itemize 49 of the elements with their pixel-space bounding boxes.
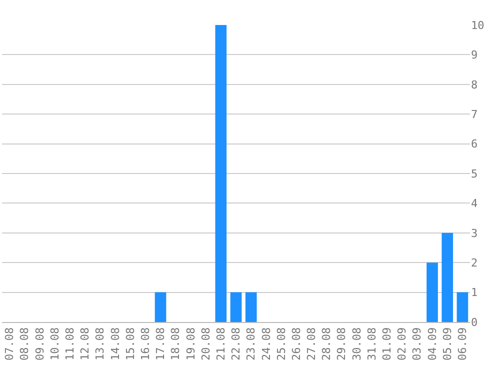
- x-tick-label: 11.08: [64, 327, 77, 361]
- x-tick-label: 27.08: [305, 327, 318, 361]
- bar: [154, 292, 166, 322]
- x-tick-label: 09.08: [33, 327, 46, 361]
- x-tick-label: 16.08: [138, 327, 152, 361]
- x-tick-label: 30.08: [350, 327, 364, 361]
- x-tick-label: 14.08: [108, 327, 122, 361]
- x-tick-label: 23.08: [244, 327, 258, 361]
- y-tick-label: 1: [471, 286, 478, 300]
- x-tick-label: 04.09: [426, 327, 439, 361]
- x-tick-label: 19.08: [184, 327, 198, 361]
- y-tick-label: 6: [471, 138, 478, 151]
- x-tick-label: 21.08: [214, 327, 228, 361]
- x-tick-label: 26.08: [290, 327, 303, 361]
- x-tick-label: 06.09: [456, 327, 470, 361]
- x-tick-label: 05.09: [440, 327, 454, 361]
- y-tick-label: 0: [471, 316, 478, 329]
- x-tick-label: 10.08: [48, 327, 62, 361]
- x-tick-label: 02.09: [396, 327, 409, 361]
- x-tick-label: 17.08: [154, 327, 168, 361]
- x-tick-label: 24.08: [260, 327, 273, 361]
- bar: [456, 292, 468, 322]
- y-tick-label: 10: [471, 18, 484, 32]
- y-tick-label: 2: [471, 256, 478, 270]
- x-tick-label: 31.08: [365, 327, 378, 361]
- x-tick-label: 15.08: [124, 327, 137, 361]
- x-tick-label: 13.08: [94, 327, 107, 361]
- bar: [245, 292, 257, 322]
- x-tick-label: 29.08: [335, 327, 348, 361]
- x-tick-label: 25.08: [274, 327, 288, 361]
- y-tick-label: 4: [471, 197, 478, 210]
- bar: [230, 292, 242, 322]
- y-tick-label: 8: [471, 78, 478, 92]
- x-tick-label: 07.08: [3, 327, 16, 361]
- y-tick-label: 5: [471, 167, 478, 180]
- bar: [215, 25, 227, 322]
- bar: [442, 232, 454, 322]
- bar: [426, 262, 438, 322]
- y-tick-label: 9: [471, 48, 478, 62]
- x-tick-label: 22.08: [230, 327, 243, 361]
- x-tick-label: 01.09: [380, 327, 394, 361]
- x-tick-label: 18.08: [169, 327, 182, 361]
- y-tick-label: 3: [471, 226, 478, 240]
- x-tick-label: 12.08: [78, 327, 92, 361]
- x-tick-label: 20.08: [199, 327, 212, 361]
- x-tick-label: 28.08: [320, 327, 334, 361]
- y-tick-label: 7: [471, 108, 478, 121]
- x-tick-label: 03.09: [410, 327, 424, 361]
- x-tick-label: 08.08: [18, 327, 32, 361]
